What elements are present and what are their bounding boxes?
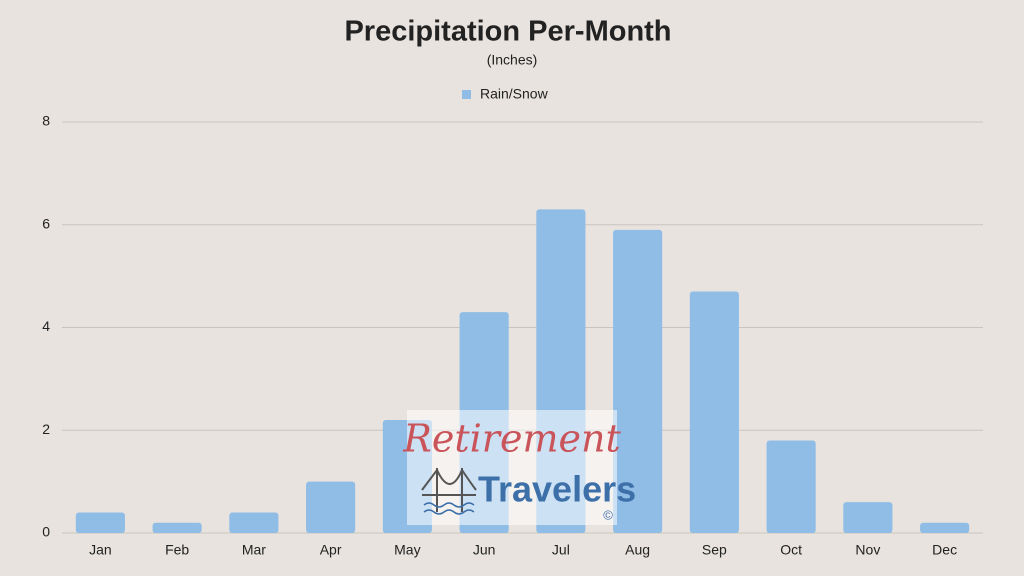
bar: [843, 502, 893, 533]
x-tick-label: Oct: [780, 542, 802, 558]
x-tick-label: May: [394, 542, 420, 558]
x-tick-label: Dec: [932, 542, 957, 558]
y-tick-label: 4: [42, 318, 50, 334]
x-tick-label: Mar: [242, 542, 266, 558]
x-tick-label: Apr: [320, 542, 342, 558]
bar: [229, 512, 279, 533]
x-tick-label: Jan: [89, 542, 112, 558]
y-tick-label: 8: [42, 113, 50, 129]
bar: [75, 512, 125, 533]
bar: [766, 440, 816, 533]
x-tick-label: Aug: [625, 542, 650, 558]
x-tick-label: Sep: [702, 542, 727, 558]
watermark: Retirement Travelers©: [402, 410, 636, 525]
bar: [920, 522, 970, 533]
bridge-water: [423, 502, 475, 515]
bar: [613, 229, 663, 533]
x-tick-label: Feb: [165, 542, 189, 558]
bar: [306, 481, 356, 533]
y-tick-label: 6: [42, 215, 50, 231]
legend-label: Rain/Snow: [480, 86, 549, 102]
x-tick-label: Nov: [855, 542, 880, 558]
watermark-line2: Travelers: [478, 469, 636, 510]
watermark-line1: Retirement: [402, 417, 621, 461]
bar: [689, 291, 739, 533]
chart-title: Precipitation Per-Month: [344, 16, 671, 48]
watermark-mark: ©: [603, 507, 613, 522]
bridge-cable: [421, 467, 477, 491]
x-tick-label: Jun: [473, 542, 496, 558]
bar: [152, 522, 202, 533]
chart-subtitle: (Inches): [487, 52, 538, 68]
x-tick-label: Jul: [552, 542, 570, 558]
legend-swatch: [462, 90, 471, 99]
y-tick-label: 0: [42, 524, 50, 540]
y-tick-label: 2: [42, 421, 50, 437]
